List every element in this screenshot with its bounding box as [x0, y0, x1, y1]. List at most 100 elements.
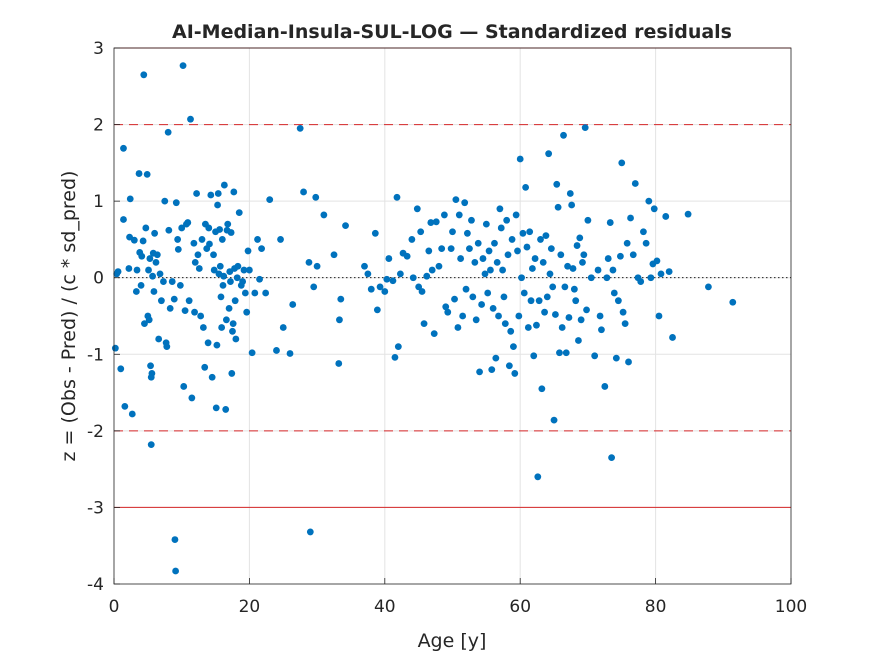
data-point [188, 394, 196, 402]
data-point [440, 211, 448, 219]
x-axis-ticks: 0 20 40 60 80 100 [109, 578, 807, 617]
data-point [296, 124, 304, 132]
data-point [342, 222, 349, 230]
data-point [662, 213, 670, 220]
data-point [262, 289, 270, 297]
data-point [560, 131, 567, 139]
data-point [132, 288, 140, 295]
data-point [373, 306, 381, 314]
data-point [246, 266, 253, 274]
data-point [152, 259, 160, 266]
data-point [442, 303, 450, 311]
data-point [455, 211, 463, 219]
data-point [277, 236, 284, 243]
data-point [229, 327, 236, 335]
data-point [232, 335, 240, 343]
plot-background [114, 48, 791, 584]
data-point [621, 320, 629, 328]
data-point [522, 183, 530, 191]
data-point [224, 220, 232, 228]
data-point [191, 259, 199, 266]
data-point [171, 536, 179, 543]
data-point [520, 289, 528, 297]
x-axis-label: Age [y] [418, 630, 487, 652]
data-point [176, 281, 184, 289]
data-point [140, 71, 148, 79]
data-point [335, 360, 343, 367]
data-point [133, 266, 141, 274]
data-point [543, 293, 551, 301]
data-point [601, 383, 609, 390]
data-point [478, 301, 486, 308]
data-point [214, 190, 222, 197]
data-point [300, 188, 307, 196]
data-point [385, 255, 393, 262]
data-point [147, 441, 155, 449]
data-point [240, 266, 248, 274]
data-point [180, 383, 188, 390]
chart-title: AI-Median-Insula-SUL-LOG — Standardized … [172, 21, 732, 43]
data-point [212, 404, 220, 412]
data-point [160, 278, 167, 285]
data-point [598, 326, 605, 334]
data-point [229, 320, 237, 328]
data-point [501, 320, 509, 328]
data-point [286, 350, 294, 357]
data-point [198, 236, 206, 243]
data-point [213, 341, 221, 349]
data-point [128, 410, 136, 418]
data-point [531, 255, 539, 262]
data-point [471, 259, 479, 266]
data-point [227, 278, 234, 285]
data-point [137, 281, 145, 289]
data-point [655, 312, 663, 320]
y-tick-label: -2 [87, 422, 104, 442]
data-point [576, 234, 584, 242]
data-point [146, 255, 154, 262]
data-point [653, 257, 661, 265]
data-point [492, 354, 500, 362]
data-point [538, 385, 546, 393]
data-point [218, 324, 226, 331]
data-point [503, 216, 511, 224]
y-tick-label: 3 [93, 39, 104, 59]
data-point [330, 251, 338, 259]
data-point [570, 285, 578, 293]
data-point [566, 190, 574, 197]
data-point [195, 265, 203, 272]
data-point [184, 219, 192, 226]
data-point [243, 308, 251, 316]
data-point [130, 236, 138, 244]
data-point [535, 297, 543, 305]
data-point [511, 370, 519, 377]
y-tick-label: 0 [93, 269, 104, 289]
data-point [151, 229, 159, 237]
data-point [556, 349, 563, 357]
data-point [239, 278, 247, 285]
data-point [235, 209, 243, 217]
data-point [371, 229, 379, 237]
data-point [557, 251, 565, 259]
data-point [187, 115, 194, 123]
data-point [552, 311, 559, 318]
data-point [222, 406, 230, 413]
data-point [425, 247, 433, 255]
data-point [156, 270, 164, 278]
data-point [428, 266, 436, 274]
data-point [214, 201, 221, 209]
data-point [637, 278, 645, 285]
data-point [166, 304, 174, 312]
data-point [114, 268, 122, 275]
data-point [510, 343, 517, 351]
data-point [206, 240, 213, 248]
data-point [479, 255, 487, 262]
data-point [427, 219, 435, 226]
data-point [550, 416, 558, 424]
data-point [430, 330, 438, 338]
data-point [729, 298, 737, 306]
data-point [609, 266, 617, 274]
data-point [125, 265, 133, 272]
data-point [616, 252, 624, 260]
data-point [193, 190, 200, 197]
